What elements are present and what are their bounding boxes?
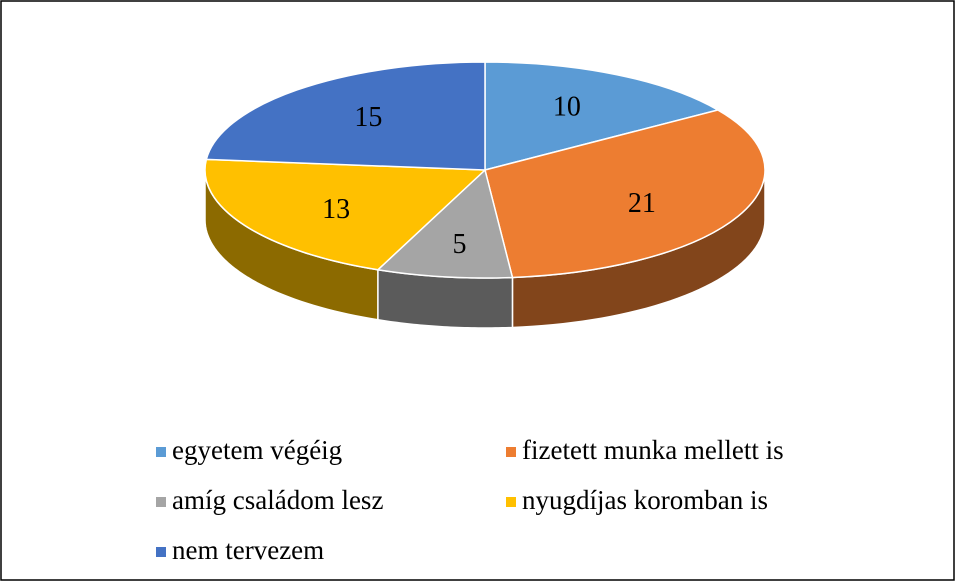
legend-swatch bbox=[156, 497, 166, 507]
legend-label: nem tervezem bbox=[172, 535, 324, 565]
data-label: 10 bbox=[553, 92, 581, 123]
pie-slice bbox=[376, 168, 514, 279]
pie-slice bbox=[205, 61, 486, 171]
legend-swatch bbox=[506, 497, 516, 507]
pie-slice bbox=[484, 109, 766, 279]
legend-swatch bbox=[506, 447, 516, 457]
legend-swatch bbox=[156, 547, 166, 557]
pie-slice bbox=[204, 158, 487, 271]
legend-label: nyugdíjas koromban is bbox=[522, 485, 768, 515]
data-label: 21 bbox=[628, 188, 656, 219]
data-label: 5 bbox=[453, 229, 467, 260]
legend-label: amíg családom lesz bbox=[172, 485, 383, 515]
legend-swatch bbox=[156, 447, 166, 457]
legend-label: egyetem végéig bbox=[172, 435, 342, 465]
data-label: 15 bbox=[354, 102, 382, 133]
pie-slice bbox=[484, 61, 720, 171]
legend-label: fizetett munka mellett is bbox=[522, 435, 784, 465]
data-label: 13 bbox=[322, 194, 350, 225]
